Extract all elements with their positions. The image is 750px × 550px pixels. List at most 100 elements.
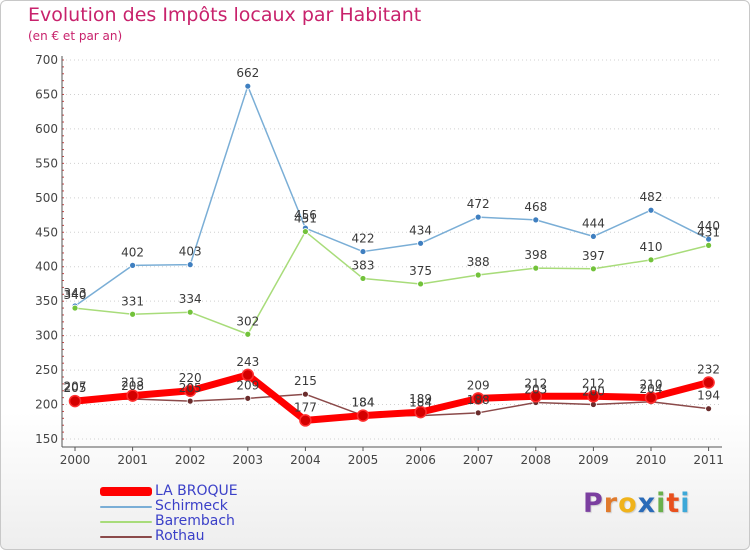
data-point [244, 330, 252, 338]
y-tick-label: 450 [35, 225, 58, 239]
x-tick-label: 2003 [233, 453, 264, 467]
data-label: 434 [409, 223, 432, 237]
data-label: 194 [697, 389, 720, 403]
data-point [474, 271, 482, 279]
data-point [590, 265, 597, 273]
data-label: 184 [352, 396, 375, 410]
data-point [301, 390, 309, 398]
data-label: 204 [640, 382, 663, 396]
data-label: 177 [294, 400, 317, 414]
data-point [183, 384, 197, 398]
legend-item: LA BROQUE [100, 483, 350, 499]
x-tick-label: 2004 [290, 453, 321, 467]
logo-letter: i [680, 488, 691, 519]
data-label: 200 [582, 385, 605, 399]
x-tick-label: 2009 [578, 453, 609, 467]
x-tick-label: 2011 [693, 453, 724, 467]
data-label: 343 [64, 286, 87, 300]
series-line-schirmeck [74, 85, 710, 307]
data-label: 184 [352, 396, 375, 410]
data-point [356, 409, 370, 422]
legend-swatch [100, 505, 152, 508]
data-point [71, 304, 79, 312]
legend-item: Schirmeck [100, 498, 350, 514]
x-tick-label: 2000 [60, 453, 91, 467]
data-label: 472 [467, 197, 490, 211]
data-label: 203 [524, 382, 547, 396]
data-label: 189 [409, 392, 432, 406]
data-label: 207 [64, 380, 87, 394]
data-label: 331 [121, 294, 144, 308]
data-point [241, 368, 255, 382]
data-point [186, 397, 194, 405]
data-point [417, 280, 425, 288]
data-point [705, 241, 712, 249]
data-point [647, 206, 655, 214]
data-point [244, 82, 252, 90]
data-point [532, 264, 540, 272]
x-tick-label: 2005 [348, 453, 379, 467]
logo-letter: t [666, 488, 681, 519]
data-label: 212 [524, 376, 547, 390]
data-label: 398 [524, 248, 547, 262]
legend-label: Barembach [155, 513, 235, 529]
y-tick-label: 300 [35, 329, 58, 343]
legend-swatch [100, 487, 152, 496]
x-tick-label: 2001 [117, 453, 148, 467]
data-point [244, 394, 252, 402]
y-tick-label: 400 [35, 260, 58, 274]
logo-letter: x [637, 488, 657, 519]
data-label: 410 [640, 240, 663, 254]
data-point [532, 216, 540, 224]
data-point [129, 310, 137, 318]
data-label: 220 [179, 371, 202, 385]
proxiti-logo: Proxiti [583, 488, 691, 519]
data-label: 468 [524, 200, 547, 214]
data-label: 482 [640, 190, 663, 204]
logo-letter: i [656, 488, 667, 519]
data-point [417, 239, 425, 247]
data-label: 397 [582, 249, 605, 263]
data-point [129, 261, 137, 269]
logo-letter: o [618, 488, 638, 519]
data-point [126, 389, 139, 402]
data-label: 213 [121, 376, 144, 390]
data-label: 383 [352, 258, 375, 272]
x-tick-label: 2006 [405, 453, 436, 467]
x-tick-label: 2007 [463, 453, 494, 467]
y-tick-label: 600 [35, 122, 58, 136]
data-point [471, 392, 485, 405]
y-tick-label: 150 [35, 432, 58, 446]
data-label: 212 [582, 376, 605, 390]
data-label: 334 [179, 292, 202, 306]
data-label: 444 [582, 216, 605, 230]
data-label: 209 [236, 378, 259, 392]
data-label: 402 [121, 245, 144, 259]
data-label: 232 [697, 362, 720, 376]
data-label: 209 [467, 378, 490, 392]
legend-swatch [100, 520, 152, 523]
y-tick-label: 500 [35, 191, 58, 205]
data-label: 456 [294, 208, 317, 222]
data-label: 451 [294, 212, 317, 226]
y-tick-label: 200 [35, 398, 58, 412]
data-point [186, 308, 194, 316]
data-label: 215 [294, 374, 317, 388]
x-tick-label: 2010 [636, 453, 667, 467]
data-label: 431 [697, 225, 720, 239]
data-point [359, 248, 367, 255]
legend-label: Schirmeck [155, 498, 228, 514]
y-tick-label: 550 [35, 156, 58, 170]
data-point [587, 390, 600, 403]
logo-letter: r [603, 488, 619, 519]
data-label: 208 [121, 379, 144, 393]
y-tick-label: 250 [35, 363, 58, 377]
logo-letter: P [583, 488, 604, 519]
data-point [590, 233, 597, 240]
series-line-barembach [74, 230, 710, 336]
legend-item: Barembach [100, 513, 350, 529]
legend-swatch [100, 535, 152, 538]
data-label: 188 [467, 393, 490, 407]
data-label: 184 [409, 396, 432, 410]
